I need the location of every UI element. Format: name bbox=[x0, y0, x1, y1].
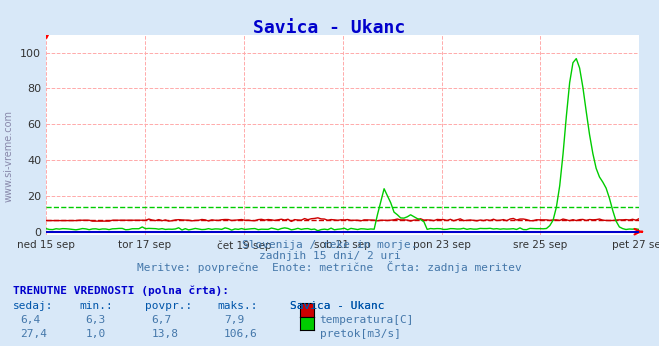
Text: pretok[m3/s]: pretok[m3/s] bbox=[320, 329, 401, 339]
Text: Savica - Ukanc: Savica - Ukanc bbox=[290, 301, 384, 311]
Text: 6,4: 6,4 bbox=[20, 315, 40, 325]
Text: maks.:: maks.: bbox=[217, 301, 258, 311]
Text: 6,7: 6,7 bbox=[152, 315, 172, 325]
Text: www.si-vreme.com: www.si-vreme.com bbox=[3, 110, 13, 202]
Text: povpr.:: povpr.: bbox=[145, 301, 192, 311]
Text: Savica - Ukanc: Savica - Ukanc bbox=[253, 19, 406, 37]
Text: zadnjih 15 dni/ 2 uri: zadnjih 15 dni/ 2 uri bbox=[258, 251, 401, 261]
Text: sedaj:: sedaj: bbox=[13, 301, 53, 311]
Text: 27,4: 27,4 bbox=[20, 329, 47, 339]
Text: 1,0: 1,0 bbox=[86, 329, 106, 339]
Text: 6,3: 6,3 bbox=[86, 315, 106, 325]
Text: Savica - Ukanc: Savica - Ukanc bbox=[290, 301, 384, 311]
Text: min.:: min.: bbox=[79, 301, 113, 311]
Text: 13,8: 13,8 bbox=[152, 329, 179, 339]
Text: 7,9: 7,9 bbox=[224, 315, 244, 325]
Text: TRENUTNE VREDNOSTI (polna črta):: TRENUTNE VREDNOSTI (polna črta): bbox=[13, 285, 229, 296]
Text: Meritve: povprečne  Enote: metrične  Črta: zadnja meritev: Meritve: povprečne Enote: metrične Črta:… bbox=[137, 261, 522, 273]
Text: temperatura[C]: temperatura[C] bbox=[320, 315, 414, 325]
Text: 106,6: 106,6 bbox=[224, 329, 258, 339]
Text: Slovenija / reke in morje.: Slovenija / reke in morje. bbox=[242, 240, 417, 251]
